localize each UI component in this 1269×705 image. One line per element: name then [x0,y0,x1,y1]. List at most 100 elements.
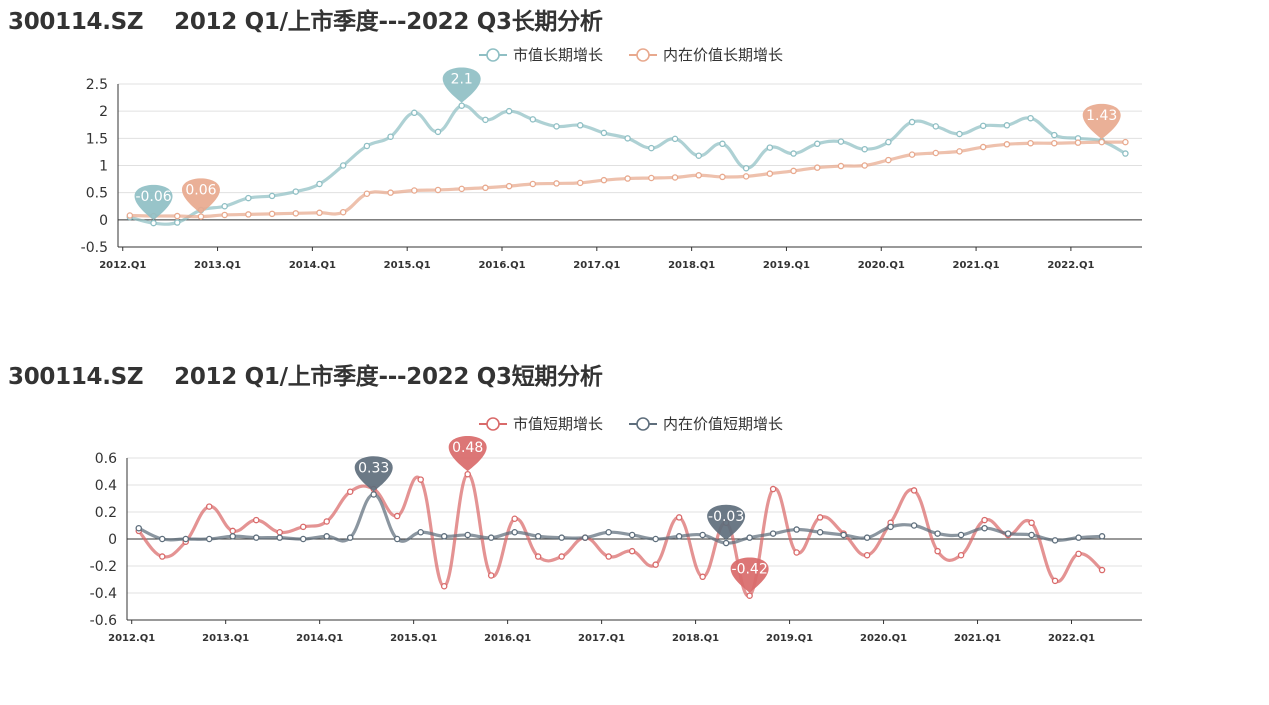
data-point [411,109,418,117]
data-point [837,162,845,170]
data-point [363,190,371,198]
y-tick-label: 0.2 [95,505,117,521]
data-point [487,572,495,579]
data-point [1051,577,1059,585]
pin-label: 0.33 [358,460,389,476]
data-point [299,523,307,531]
data-point [511,528,518,536]
x-tick-label: 2019.Q1 [763,260,810,271]
data-point [699,573,706,581]
x-tick-label: 2017.Q1 [578,633,625,644]
data-point [505,182,513,190]
data-point [957,551,965,559]
pin-shape [134,184,173,221]
data-point [675,533,683,540]
data-point [245,194,252,202]
data-point [981,516,988,524]
data-point [1075,534,1082,541]
data-point [793,549,800,556]
legend-marker [486,48,500,62]
pin-shape [448,435,487,472]
pin-label: 2.1 [451,72,473,88]
short-term-chart-title: 300114.SZ 2012 Q1/上市季度---2022 Q3短期分析 [8,364,603,390]
data-point [529,180,537,188]
data-point [1098,138,1105,146]
data-point [292,210,300,217]
data-point [299,535,307,543]
legend-item: 内在价值长期增长 [629,46,783,64]
x-tick-label: 2012.Q1 [108,633,155,644]
data-point [956,130,963,138]
data-point [1003,141,1011,148]
x-tick-label: 2013.Q1 [194,260,241,271]
data-point [600,176,608,184]
data-point [158,553,166,560]
data-point [816,528,824,536]
data-point [534,533,542,540]
pin-marker: 2.1 [442,67,481,103]
data-point [464,531,471,539]
data-point [174,219,181,226]
pin-label: 0.48 [452,440,483,456]
data-point [769,530,777,537]
data-point [276,534,283,541]
data-point [769,485,777,493]
data-point [624,135,631,142]
data-point [458,185,465,193]
data-point [529,116,537,123]
pin-marker: 0.33 [354,456,393,492]
data-point [316,180,323,188]
data-point [979,143,987,151]
data-point [339,208,347,216]
data-point [910,487,918,494]
pin-shape [707,504,746,541]
data-point [719,173,726,181]
data-point [746,592,753,599]
data-point [652,535,659,543]
data-point [719,140,726,148]
data-point [908,118,916,126]
y-tick-label: -0.5 [81,240,108,256]
x-tick-label: 2016.Q1 [484,633,531,644]
data-point [576,179,584,187]
data-point [600,129,608,137]
data-point [695,152,702,159]
long-term-chart-title: 300114.SZ 2012 Q1/上市季度---2022 Q3长期分析 [8,9,603,35]
data-point [957,531,965,539]
x-tick-label: 2021.Q1 [953,260,1000,271]
data-point [553,123,560,130]
data-point [628,531,636,539]
y-tick-label: 2.5 [86,77,108,93]
data-point [417,476,424,483]
x-tick-label: 2018.Q1 [668,260,715,271]
data-point [482,116,489,124]
data-point [268,192,276,200]
pin-marker: -0.42 [730,557,769,593]
x-tick-label: 2022.Q1 [1048,633,1095,644]
y-tick-label: 2 [99,104,108,120]
data-point [158,535,166,543]
pin-shape [442,67,481,103]
data-point [440,533,448,540]
data-point [816,514,824,521]
pin-shape [1082,103,1121,140]
data-point [558,553,565,560]
data-point [793,526,800,533]
data-point [814,140,821,148]
short-term-chart: 0.6 0.4 0.2 0 -0.2 -0.4 -0.6 2012.Q1 2013.Q1 2014… [90,415,1142,644]
y-tick-label: -0.6 [90,613,117,629]
data-point [1098,533,1106,540]
data-point [814,164,821,171]
x-tick-label: 2017.Q1 [573,260,620,271]
data-point [1122,138,1129,146]
data-point [908,151,916,158]
data-point [534,553,542,560]
data-point [387,189,394,196]
y-tick-label: -0.4 [90,586,117,602]
data-point [276,528,283,536]
data-point [1003,122,1011,129]
data-point [605,553,612,560]
x-tick-label: 2020.Q1 [858,260,905,271]
data-point [505,107,513,115]
data-point [323,518,330,525]
